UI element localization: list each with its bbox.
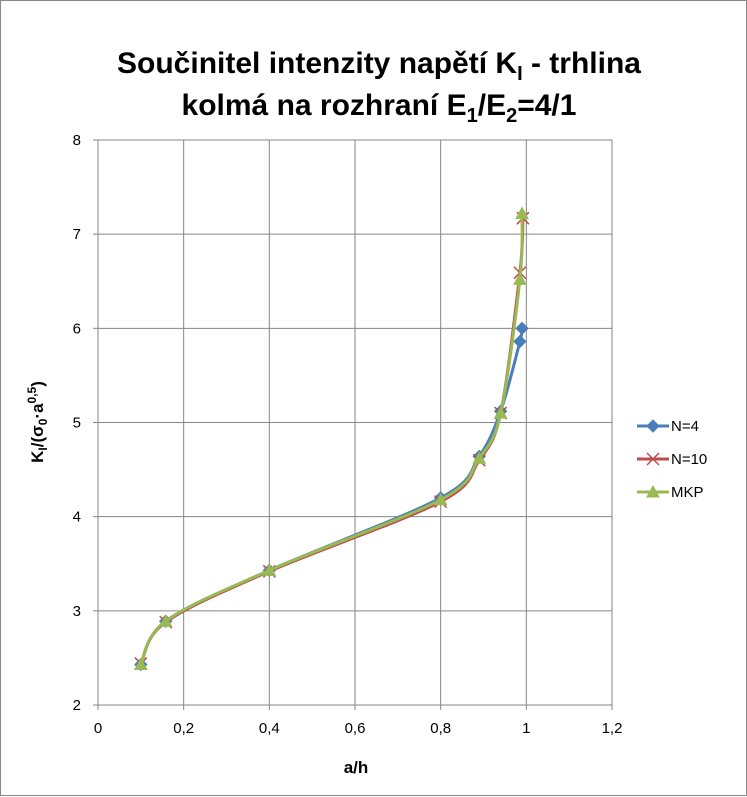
x-tick-label: 0,4 xyxy=(259,720,280,737)
x-tick-label: 1,2 xyxy=(602,720,623,737)
legend-label: N=10 xyxy=(671,451,707,468)
series-line xyxy=(139,328,524,666)
chart-title-line-1: Součinitel intenzity napětí KI - trhlina xyxy=(117,47,641,85)
series-layer xyxy=(133,206,530,672)
x-tick-label: 0 xyxy=(94,720,102,737)
x-tick-label: 1 xyxy=(522,720,530,737)
legend-entry: N=10 xyxy=(637,451,707,468)
data-point xyxy=(133,657,148,671)
data-point xyxy=(493,406,508,419)
legend-marker xyxy=(646,484,660,498)
legend-entry: MKP xyxy=(637,484,704,501)
series-line xyxy=(139,213,524,666)
y-tick-label: 2 xyxy=(73,697,81,714)
y-axis-label: KI/(σ0·a0,5) xyxy=(25,381,50,463)
legend: N=4 N=10 MKP xyxy=(637,418,707,501)
data-point xyxy=(515,206,529,219)
series-N=10 xyxy=(134,211,530,671)
data-point xyxy=(472,451,487,464)
data-point xyxy=(515,321,529,336)
x-tick-label: 0,2 xyxy=(173,720,194,737)
x-axis-label: a/h xyxy=(344,758,369,777)
data-point xyxy=(513,334,527,349)
series-line xyxy=(139,218,525,665)
y-tick-label: 4 xyxy=(73,509,81,526)
axes xyxy=(93,139,613,710)
legend-marker xyxy=(646,452,660,466)
series-MKP xyxy=(133,206,529,671)
y-tick-label: 5 xyxy=(73,415,81,432)
chart-title-line-2: kolmá na rozhraní E1/E2=4/1 xyxy=(182,89,577,127)
y-tick-label: 7 xyxy=(73,226,81,243)
x-tick-label: 0,6 xyxy=(345,720,366,737)
y-tick-label: 8 xyxy=(73,132,81,149)
series-N=4 xyxy=(134,321,529,672)
legend-marker xyxy=(646,419,660,433)
data-point xyxy=(262,563,277,576)
y-tick-label: 6 xyxy=(73,320,81,337)
data-point xyxy=(433,492,448,506)
tick-labels: 0 0,2 0,4 0,6 0,8 1 1,2 2 3 4 5 6 7 8 xyxy=(73,132,623,737)
x-tick-label: 0,8 xyxy=(430,720,451,737)
grid xyxy=(98,139,613,705)
y-tick-label: 3 xyxy=(73,603,81,620)
legend-entry: N=4 xyxy=(637,418,699,435)
data-point xyxy=(513,272,527,285)
legend-label: MKP xyxy=(671,484,704,501)
legend-label: N=4 xyxy=(671,418,699,435)
marker-stroke xyxy=(646,452,660,466)
data-point xyxy=(158,614,173,627)
